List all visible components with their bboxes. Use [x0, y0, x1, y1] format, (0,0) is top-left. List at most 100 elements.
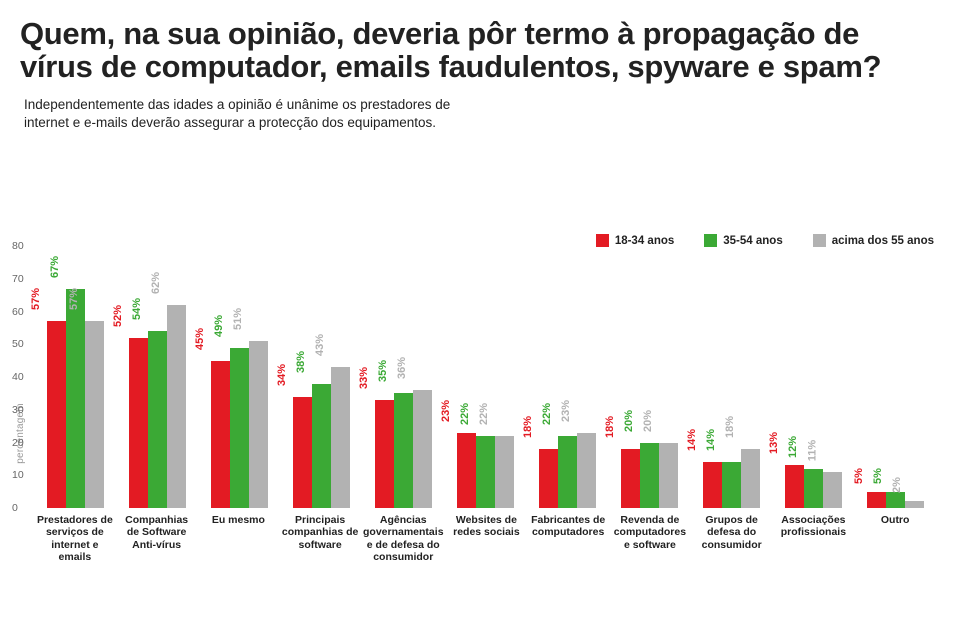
bar-group: 23%22%22%	[444, 433, 526, 508]
bar-value-label: 11%	[806, 440, 821, 461]
bar: 5%	[886, 492, 905, 508]
bar: 20%	[640, 443, 659, 509]
bar-value-label: 5%	[853, 468, 868, 484]
bar-value-label: 23%	[560, 400, 575, 422]
y-tick: 0	[12, 502, 18, 514]
x-axis-label: Websites de redes sociais	[446, 514, 528, 564]
bar-group: 57%67%57%	[34, 289, 116, 508]
bar-value-label: 45%	[194, 328, 209, 350]
y-tick: 70	[12, 273, 24, 285]
y-tick: 20	[12, 437, 24, 449]
x-axis-label: Grupos de defesa do consumidor	[691, 514, 773, 564]
bar-group: 34%38%43%	[280, 367, 362, 508]
bar-value-label: 38%	[295, 351, 310, 373]
bar-group: 18%20%20%	[608, 443, 690, 509]
bar-group: 5%5%2%	[854, 492, 936, 508]
x-axis-label: Eu mesmo	[198, 514, 280, 564]
bar: 57%	[47, 321, 66, 508]
bar-value-label: 22%	[459, 403, 474, 425]
bar: 34%	[293, 397, 312, 508]
bar-value-label: 14%	[705, 429, 720, 451]
bar-value-label: 35%	[377, 360, 392, 382]
bar-value-label: 18%	[604, 416, 619, 438]
y-tick: 10	[12, 469, 24, 481]
bar-value-label: 43%	[314, 334, 329, 356]
bar-value-label: 18%	[522, 416, 537, 438]
bar-value-label: 5%	[872, 468, 887, 484]
bar-value-label: 57%	[68, 288, 83, 310]
bar: 22%	[495, 436, 514, 508]
bar: 13%	[785, 465, 804, 508]
bar: 22%	[558, 436, 577, 508]
bar: 33%	[375, 400, 394, 508]
bar: 45%	[211, 361, 230, 508]
y-tick: 60	[12, 306, 24, 318]
bar: 5%	[867, 492, 886, 508]
bar: 18%	[539, 449, 558, 508]
bar: 49%	[230, 348, 249, 508]
bar: 62%	[167, 305, 186, 508]
bar: 14%	[722, 462, 741, 508]
bar-value-label: 20%	[623, 409, 638, 431]
bar-value-label: 23%	[440, 400, 455, 422]
bar: 35%	[394, 393, 413, 508]
bar: 14%	[703, 462, 722, 508]
bar: 54%	[148, 331, 167, 508]
y-tick: 80	[12, 240, 24, 252]
bar: 18%	[621, 449, 640, 508]
bar-value-label: 54%	[131, 298, 146, 320]
bar: 12%	[804, 469, 823, 508]
bar-value-label: 33%	[358, 367, 373, 389]
x-axis-label: Revenda de computadores e software	[609, 514, 691, 564]
bar-group: 52%54%62%	[116, 305, 198, 508]
chart: percentagem 57%67%57%52%54%62%45%49%51%3…	[34, 246, 936, 620]
bar: 57%	[85, 321, 104, 508]
bar-value-label: 14%	[686, 429, 701, 451]
bar-value-label: 51%	[232, 308, 247, 330]
page-title: Quem, na sua opinião, deveria pôr termo …	[20, 18, 936, 84]
bar-value-label: 57%	[30, 288, 45, 310]
y-tick: 30	[12, 404, 24, 416]
page-subtitle: Independentemente das idades a opinião é…	[24, 96, 454, 132]
bar-value-label: 67%	[49, 256, 64, 278]
bar-value-label: 12%	[787, 436, 802, 458]
bar-group: 33%35%36%	[362, 390, 444, 508]
x-axis-labels: Prestadores de serviços de internet e em…	[34, 514, 936, 564]
bar-value-label: 20%	[642, 409, 657, 431]
bar: 23%	[577, 433, 596, 508]
bar: 51%	[249, 341, 268, 508]
y-axis-label: percentagem	[12, 246, 28, 620]
bar: 18%	[741, 449, 760, 508]
legend-label: 35-54 anos	[723, 235, 782, 247]
bar-value-label: 52%	[112, 305, 127, 327]
bar: 67%	[66, 289, 85, 508]
bar: 23%	[457, 433, 476, 508]
x-axis-label: Companhias de Software Anti-vírus	[116, 514, 198, 564]
x-axis-label: Agências governamentais e de defesa do c…	[361, 514, 446, 564]
bar: 43%	[331, 367, 350, 508]
bar-groups: 57%67%57%52%54%62%45%49%51%34%38%43%33%3…	[34, 246, 936, 508]
bar-group: 14%14%18%	[690, 449, 772, 508]
x-axis-label: Outro	[854, 514, 936, 564]
x-axis-label: Fabricantes de computadores	[527, 514, 609, 564]
x-axis-label: Prestadores de serviços de internet e em…	[34, 514, 116, 564]
bar: 36%	[413, 390, 432, 508]
bar: 11%	[823, 472, 842, 508]
x-axis-label: Associações profissionais	[773, 514, 855, 564]
bar-value-label: 13%	[768, 432, 783, 454]
bar-value-label: 22%	[541, 403, 556, 425]
bar: 22%	[476, 436, 495, 508]
bar-value-label: 2%	[891, 478, 906, 494]
x-axis-label: Principais companhias de software	[279, 514, 361, 564]
bar: 52%	[129, 338, 148, 508]
legend-label: acima dos 55 anos	[832, 235, 934, 247]
bar-value-label: 62%	[150, 272, 165, 294]
y-tick: 40	[12, 371, 24, 383]
bar-group: 45%49%51%	[198, 341, 280, 508]
y-tick: 50	[12, 338, 24, 350]
bar-value-label: 36%	[396, 357, 411, 379]
bar: 20%	[659, 443, 678, 509]
bar-group: 18%22%23%	[526, 433, 608, 508]
bar-value-label: 34%	[276, 364, 291, 386]
bar-value-label: 49%	[213, 314, 228, 336]
